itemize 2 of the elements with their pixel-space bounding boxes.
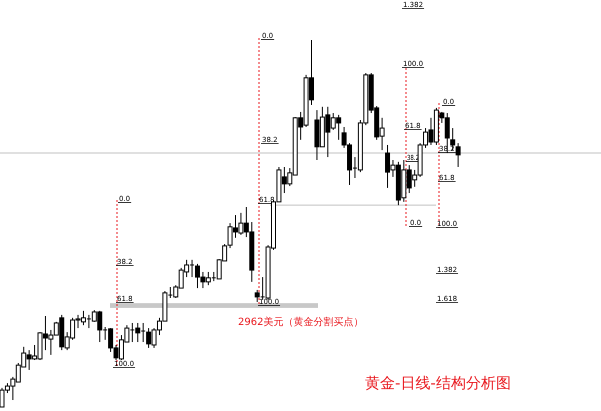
text: 黄金-日线-结构分析图 [365,374,511,392]
annotation: 2962美元（黄金分割买点） [238,316,364,328]
